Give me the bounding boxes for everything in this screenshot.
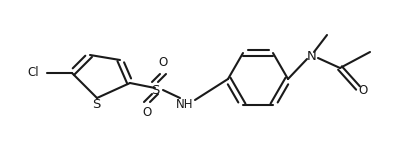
Text: O: O	[142, 106, 152, 119]
Text: N: N	[307, 49, 317, 62]
Text: NH: NH	[176, 98, 194, 111]
Text: S: S	[92, 98, 100, 111]
Text: S: S	[151, 84, 159, 97]
Text: O: O	[358, 85, 368, 98]
Text: O: O	[158, 57, 168, 69]
Text: Cl: Cl	[27, 66, 39, 80]
